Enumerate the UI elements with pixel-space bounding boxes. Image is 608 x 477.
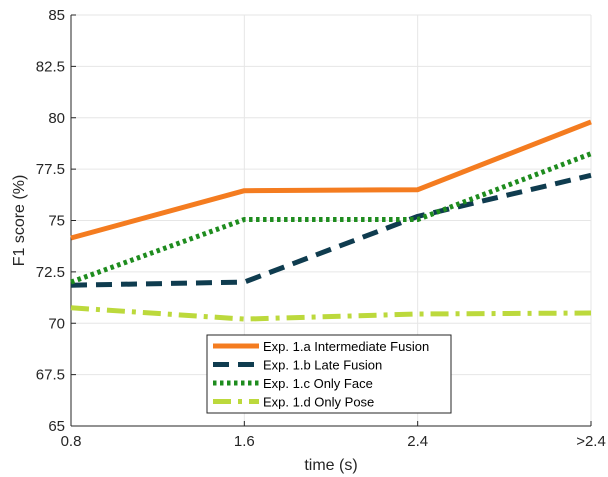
y-tick-label: 65 [48,418,65,435]
x-tick-label: 0.8 [61,433,82,450]
y-tick-label: 80 [48,110,65,127]
legend: Exp. 1.a Intermediate Fusion Exp. 1.b Lat… [206,334,452,414]
series-line-3 [70,151,592,285]
axes [70,14,592,427]
y-axis-title: F1 score (%) [11,175,28,267]
legend-label: Exp. 1.b Late Fusion [263,358,382,373]
y-tick-label: 85 [48,7,65,24]
tick-labels: 65 67.5 70 72.5 75 77.5 80 82.5 85 0.8 1.6 2.4 >2.4 [36,7,606,450]
y-tick-label: 77.5 [36,161,65,178]
y-tick-label: 82.5 [36,58,65,75]
series-line-1 [70,119,592,241]
x-axis-title: time (s) [304,457,357,474]
y-tick-label: 72.5 [36,264,65,281]
x-tick-label: 1.6 [234,433,255,450]
y-tick-label: 70 [48,315,65,332]
legend-label: Exp. 1.d Only Pose [263,395,374,410]
series-line-2 [70,172,592,288]
series-line-4 [70,305,592,322]
legend-label: Exp. 1.c Only Face [263,376,373,391]
y-tick-label: 75 [48,213,65,230]
x-tick-label: >2.4 [576,433,606,450]
y-tick-label: 67.5 [36,367,65,384]
series-lines [70,119,592,322]
legend-label: Exp. 1.a Intermediate Fusion [263,339,429,354]
x-tick-label: 2.4 [407,433,428,450]
grid [70,14,592,427]
